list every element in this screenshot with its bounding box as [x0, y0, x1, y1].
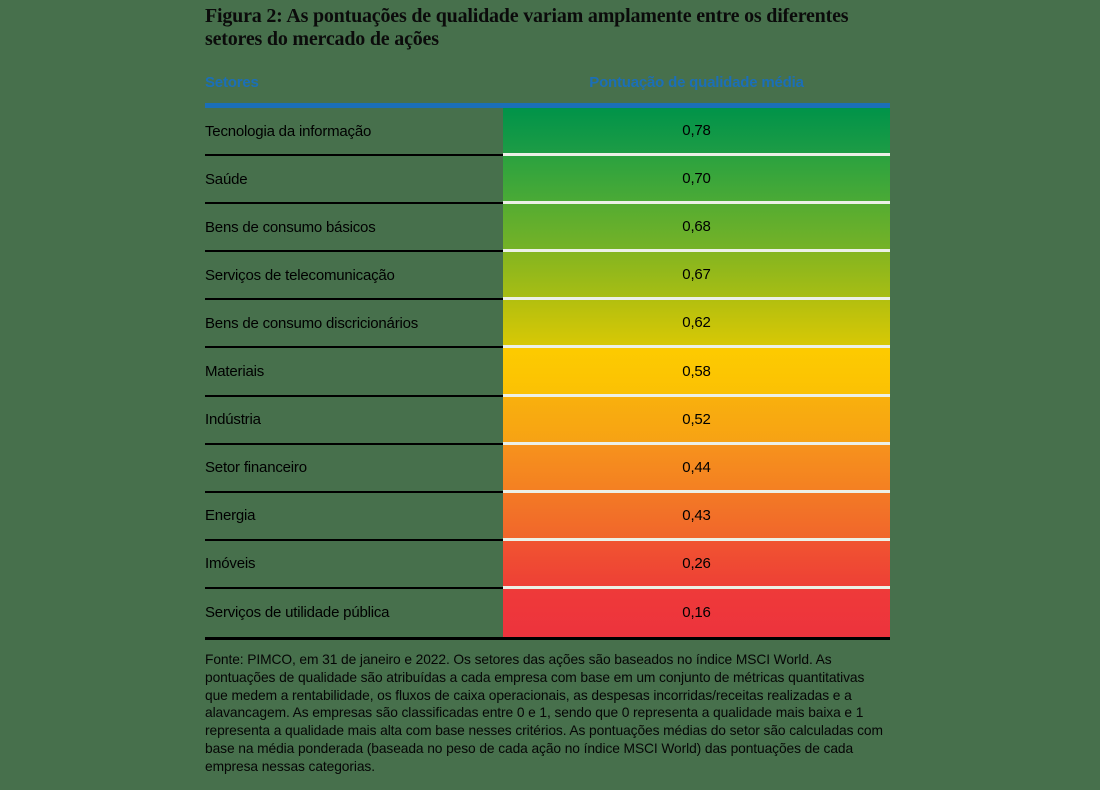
score-value: 0,44 [682, 458, 711, 476]
score-value: 0,78 [682, 122, 711, 140]
figure-content: Figura 2: As pontuações de qualidade var… [205, 0, 890, 774]
table-row: Serviços de telecomunicação 0,67 [205, 252, 890, 301]
table-row: Bens de consumo básicos 0,68 [205, 204, 890, 253]
sector-label: Imóveis [205, 555, 256, 573]
score-bar: 0,16 [503, 588, 890, 638]
figure-title: Figura 2: As pontuações de qualidade var… [205, 5, 849, 50]
sector-cell: Materiais [205, 348, 503, 397]
sector-label: Serviços de utilidade pública [205, 604, 390, 622]
score-value: 0,52 [682, 410, 711, 428]
table-bottom-rule [205, 637, 890, 640]
sector-cell: Bens de consumo básicos [205, 204, 503, 253]
score-value: 0,26 [682, 554, 711, 572]
sector-label: Energia [205, 507, 256, 525]
column-header-setores: Setores [205, 74, 259, 91]
table-row: Energia 0,43 [205, 492, 890, 541]
table-row: Bens de consumo discricionários 0,62 [205, 300, 890, 349]
sector-label: Tecnologia da informação [205, 122, 372, 140]
sector-label: Bens de consumo discricionários [205, 314, 419, 332]
sector-cell: Energia [205, 493, 503, 541]
table-row: Serviços de utilidade pública 0,16 [205, 588, 890, 638]
sector-label: Indústria [205, 411, 261, 429]
table-row: Saúde 0,70 [205, 156, 890, 205]
sector-cell: Serviços de telecomunicação [205, 252, 503, 301]
column-headers: Setores Pontuação de qualidade média [205, 74, 890, 96]
table-row: Imóveis 0,26 [205, 540, 890, 589]
score-bar: 0,68 [503, 204, 890, 253]
score-bar: 0,58 [503, 348, 890, 397]
table-row: Materiais 0,58 [205, 348, 890, 397]
score-bar: 0,44 [503, 444, 890, 493]
source-footnote: Fonte: PIMCO, em 31 de janeiro e 2022. O… [205, 652, 883, 774]
score-bar: 0,43 [503, 492, 890, 541]
table-row: Setor financeiro 0,44 [205, 444, 890, 493]
sector-cell: Serviços de utilidade pública [205, 589, 503, 637]
table-row: Tecnologia da informação 0,78 [205, 108, 890, 157]
score-bar: 0,70 [503, 156, 890, 205]
sector-cell: Setor financeiro [205, 445, 503, 493]
score-bar: 0,52 [503, 396, 890, 445]
score-value: 0,62 [682, 314, 711, 332]
sector-cell: Imóveis [205, 541, 503, 589]
sector-cell: Indústria [205, 397, 503, 445]
score-bar: 0,78 [503, 108, 890, 157]
score-bar: 0,67 [503, 252, 890, 301]
score-value: 0,70 [682, 170, 711, 188]
score-value: 0,43 [682, 506, 711, 524]
score-bar: 0,26 [503, 540, 890, 589]
sector-cell: Saúde [205, 156, 503, 205]
sector-label: Serviços de telecomunicação [205, 266, 395, 284]
sector-cell: Bens de consumo discricionários [205, 300, 503, 349]
sector-label: Materiais [205, 363, 265, 381]
sector-cell: Tecnologia da informação [205, 108, 503, 157]
score-bar: 0,62 [503, 300, 890, 349]
sector-label: Setor financeiro [205, 459, 307, 477]
header-underline-rule [205, 103, 890, 108]
table-row: Indústria 0,52 [205, 396, 890, 445]
column-header-pontuacao: Pontuação de qualidade média [589, 74, 804, 91]
score-value: 0,58 [682, 362, 711, 380]
score-value: 0,68 [682, 218, 711, 236]
quality-score-table: Tecnologia da informação 0,78 Saúde 0,70… [205, 108, 890, 638]
score-value: 0,67 [682, 266, 711, 284]
score-value: 0,16 [682, 604, 711, 622]
sector-label: Saúde [205, 170, 248, 188]
sector-label: Bens de consumo básicos [205, 218, 376, 236]
